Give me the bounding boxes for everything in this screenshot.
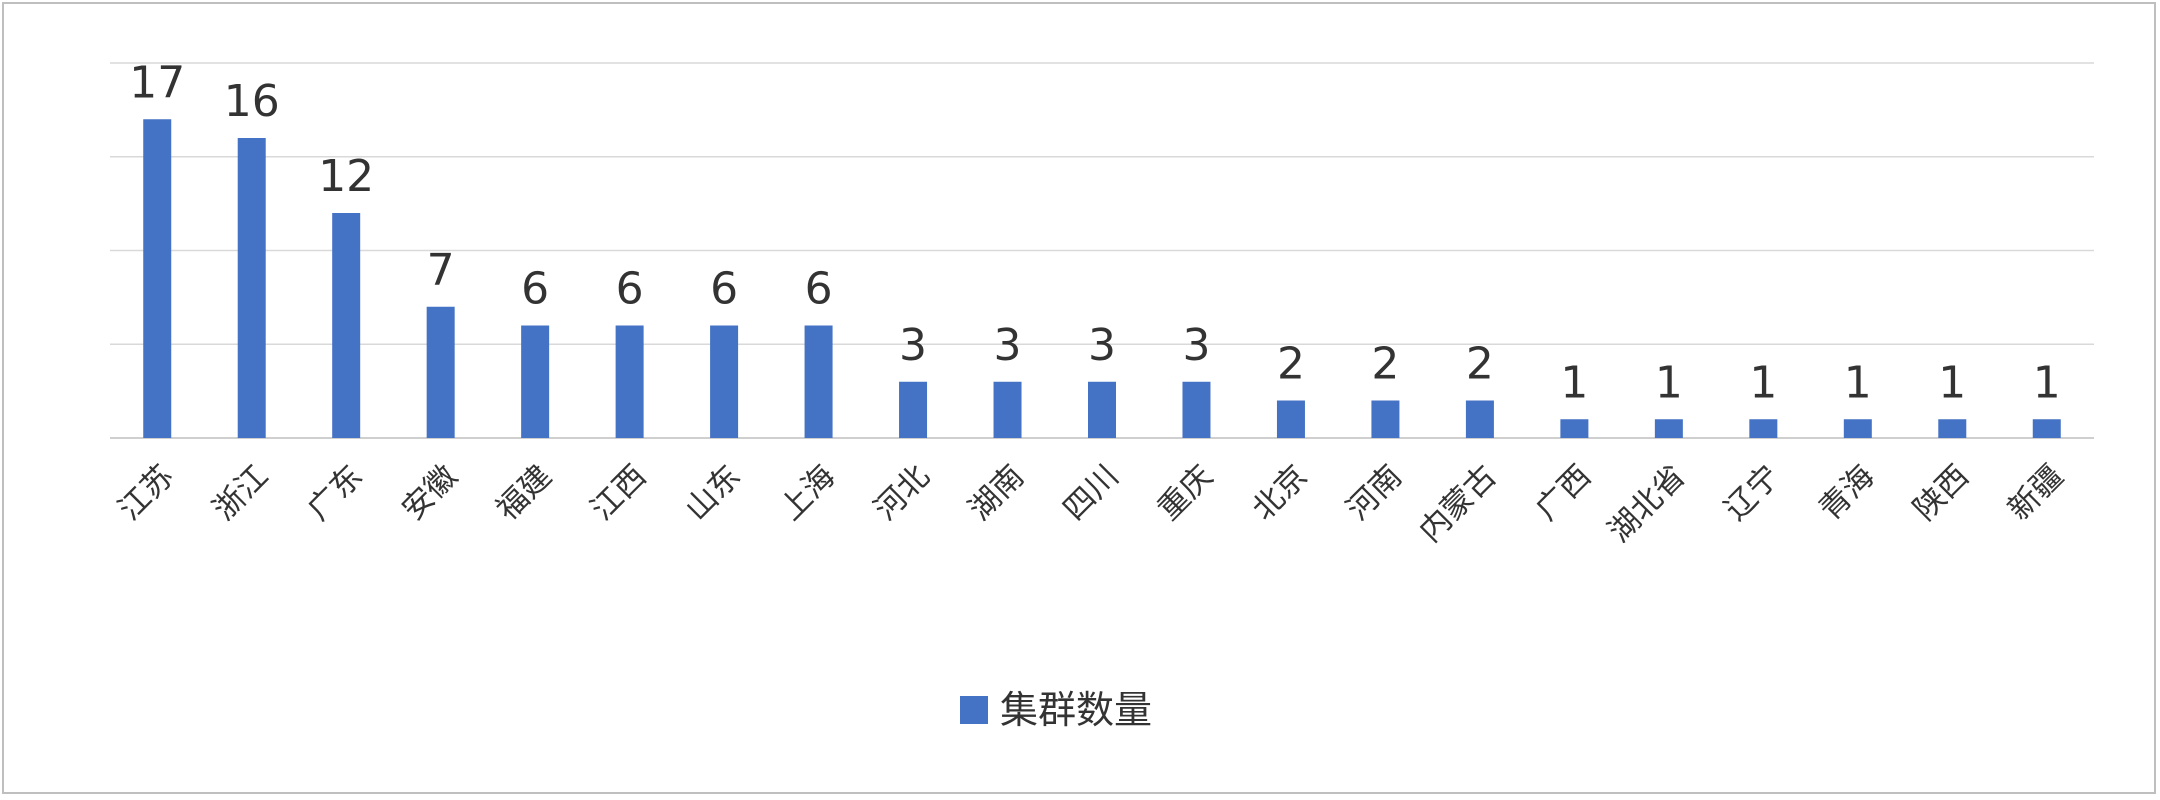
- bar: [804, 325, 833, 438]
- legend-label: 集群数量: [1000, 688, 1152, 732]
- data-label: 12: [318, 151, 374, 202]
- bar: [1088, 381, 1116, 438]
- data-label: 1: [1749, 357, 1777, 408]
- data-label: 6: [710, 264, 738, 315]
- bar: [1749, 419, 1778, 438]
- bar: [332, 213, 361, 438]
- bar: [615, 325, 644, 438]
- bar: [1938, 419, 1967, 438]
- data-label: 6: [616, 264, 644, 315]
- bar: [2032, 419, 2061, 438]
- bar: [1843, 419, 1872, 438]
- bar: [1654, 419, 1683, 438]
- data-label: 17: [129, 57, 185, 108]
- data-label: 16: [224, 76, 280, 127]
- data-label: 2: [1277, 339, 1305, 390]
- bar: [143, 119, 172, 438]
- bar: [1560, 419, 1589, 438]
- data-label: 1: [1938, 357, 1966, 408]
- bar: [237, 138, 266, 438]
- data-label: 2: [1371, 339, 1399, 390]
- bar: [521, 325, 550, 438]
- data-label: 7: [427, 245, 455, 296]
- data-label: 1: [1655, 357, 1683, 408]
- bar: [899, 381, 928, 438]
- data-label: 6: [805, 264, 833, 315]
- data-label: 2: [1466, 339, 1494, 390]
- bar: [1465, 400, 1494, 438]
- data-label: 3: [1088, 320, 1116, 371]
- data-label: 3: [1182, 320, 1210, 371]
- data-label: 1: [1560, 357, 1588, 408]
- data-label: 6: [521, 264, 549, 315]
- bar: [426, 306, 455, 438]
- bar: [710, 325, 739, 438]
- data-label: 3: [994, 320, 1022, 371]
- data-label: 1: [2033, 357, 2061, 408]
- data-label: 1: [1844, 357, 1872, 408]
- data-label: 3: [899, 320, 927, 371]
- bar: [993, 381, 1022, 438]
- bar: [1182, 381, 1211, 438]
- bar: [1371, 400, 1400, 438]
- legend-swatch: [960, 696, 988, 724]
- bar: [1276, 400, 1305, 438]
